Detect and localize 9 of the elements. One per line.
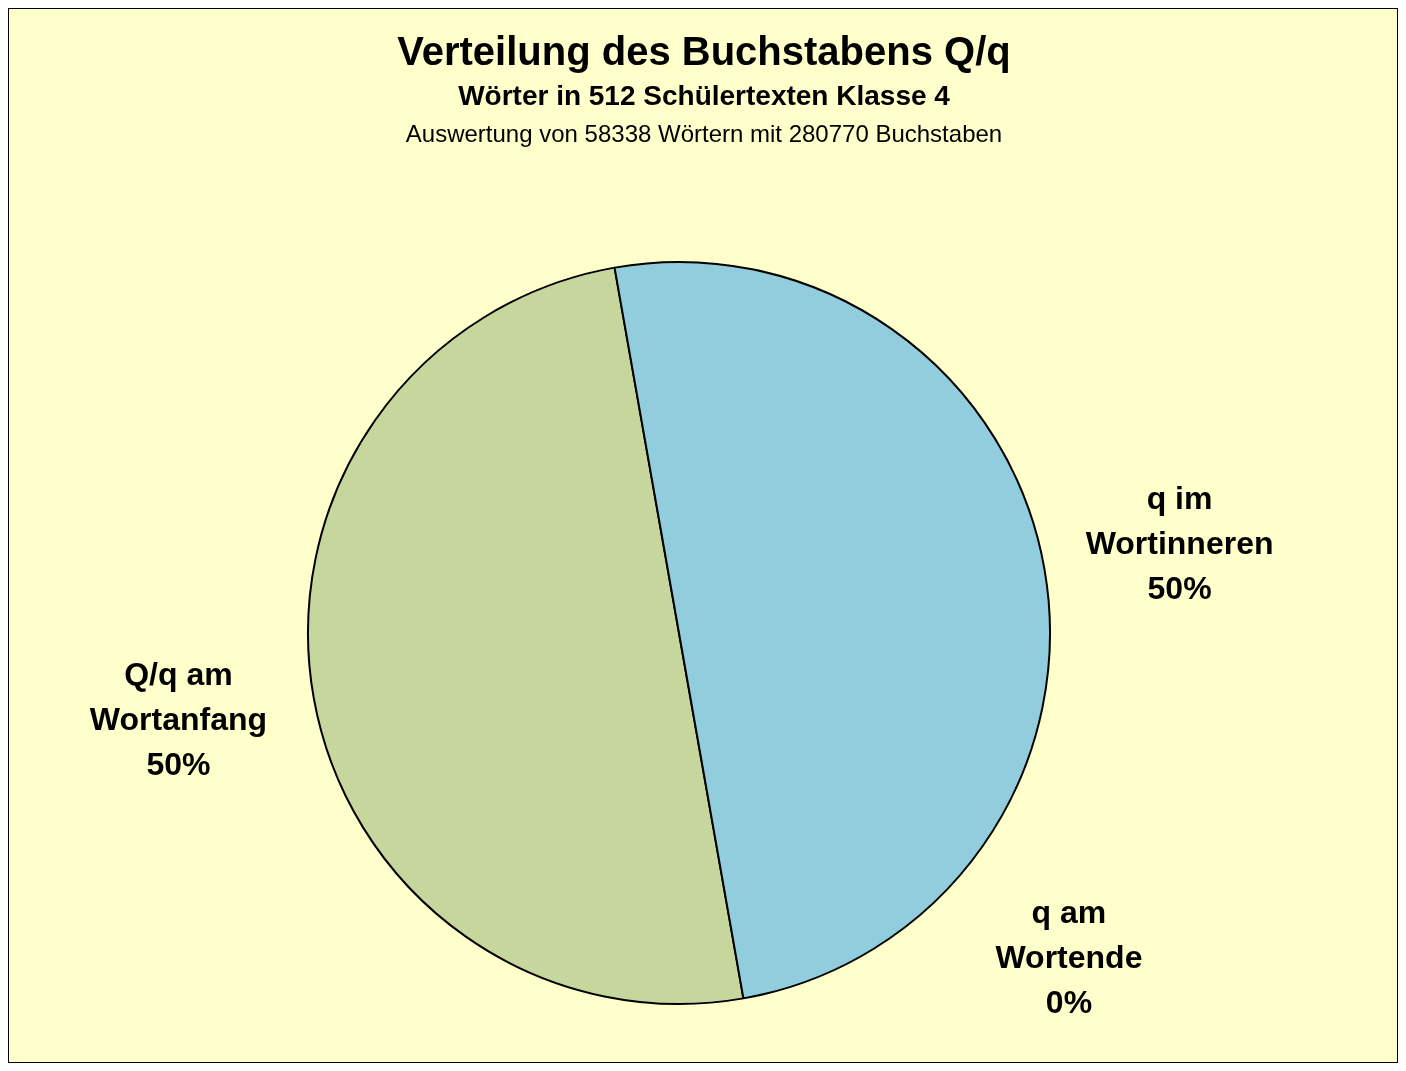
text: 0%: [1045, 983, 1093, 1020]
chart-title: Verteilung des Buchstabens Q/q: [396, 29, 1012, 74]
category-label: q am Wortende: [995, 893, 1143, 975]
data-label: 50%: [1147, 569, 1212, 606]
slice-label: q im Wortinneren: [1085, 479, 1274, 561]
chart-subtitle: Wörter in 512 Schülertexten Klasse 4: [457, 80, 951, 112]
slice-label: Q/q am Wortanfang: [89, 656, 268, 738]
text: Auswertung von 58338 Wörtern mit 280770 Buchstaben: [404, 120, 1004, 148]
data-label: 50%: [146, 746, 211, 783]
